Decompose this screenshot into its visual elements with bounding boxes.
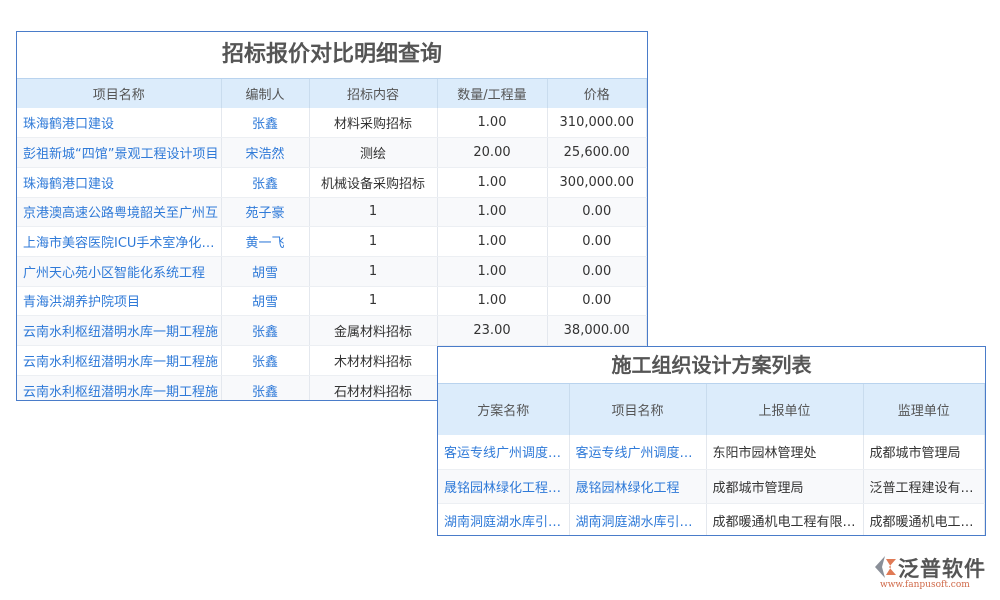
table-row[interactable]: 云南水利枢纽潜明水库一期工程施 张鑫 金属材料招标 23.00 38,000.00	[17, 315, 647, 346]
table-cell: 1.00	[437, 108, 548, 139]
table-cell: 石材材料招标	[309, 375, 438, 400]
table-cell[interactable]: 湖南洞庭湖水库引…	[438, 503, 570, 535]
table-cell[interactable]: 珠海鹤港口建设	[17, 167, 222, 198]
table-cell[interactable]: 黄一飞	[221, 226, 310, 257]
column-header[interactable]: 方案名称	[438, 384, 570, 435]
table-cell: 成都城市管理局	[706, 469, 864, 504]
table-cell: 木材材料招标	[309, 345, 438, 376]
column-header[interactable]: 项目名称	[17, 79, 222, 108]
table-cell[interactable]: 晟铭园林绿化工程…	[438, 469, 570, 504]
table-cell[interactable]: 客运专线广州调度…	[569, 435, 707, 470]
table-row[interactable]: 彭祖新城“四馆”景观工程设计项目 宋浩然 测绘 20.00 25,600.00	[17, 137, 647, 168]
table-row[interactable]: 广州天心苑小区智能化系统工程 胡雪 1 1.00 0.00	[17, 256, 647, 287]
table-cell: 材料采购招标	[309, 108, 438, 139]
column-header[interactable]: 监理单位	[863, 384, 985, 435]
table-cell: 20.00	[437, 137, 548, 168]
column-header[interactable]: 项目名称	[569, 384, 707, 435]
column-header[interactable]: 编制人	[221, 79, 310, 108]
table-cell[interactable]: 客运专线广州调度…	[438, 435, 570, 470]
column-header[interactable]: 价格	[547, 79, 647, 108]
table-cell[interactable]: 湖南洞庭湖水库引…	[569, 503, 707, 535]
table-cell[interactable]: 胡雪	[221, 256, 310, 287]
table-row[interactable]: 湖南洞庭湖水库引… 湖南洞庭湖水库引… 成都暖通机电工程有限… 成都暖通机电工程…	[438, 503, 985, 535]
table-cell[interactable]: 宋浩然	[221, 137, 310, 168]
table-cell[interactable]: 青海洪湖养护院项目	[17, 286, 222, 317]
construction-plan-panel: 施工组织设计方案列表 方案名称 项目名称 上报单位 监理单位 客运专线广州调度… 客运专…	[437, 346, 986, 536]
table-row[interactable]: 上海市美容医院ICU手术室净化工程 黄一飞 1 1.00 0.00	[17, 226, 647, 257]
table-cell: 0.00	[547, 226, 647, 257]
table-cell: 1.00	[437, 256, 548, 287]
logo-name: 泛普软件	[898, 557, 986, 581]
table-cell[interactable]: 苑子豪	[221, 197, 310, 228]
table-row[interactable]: 珠海鹤港口建设 张鑫 材料采购招标 1.00 310,000.00	[17, 108, 647, 139]
table-cell: 0.00	[547, 197, 647, 228]
table-row[interactable]: 晟铭园林绿化工程… 晟铭园林绿化工程 成都城市管理局 泛普工程建设有限…	[438, 469, 985, 504]
table-cell: 0.00	[547, 286, 647, 317]
table-cell: 1.00	[437, 286, 548, 317]
table-cell: 1	[309, 197, 438, 228]
bid-comparison-table: 项目名称 编制人 招标内容 数量/工程量 价格 珠海鹤港口建设 张鑫 材料采购招标 1.00 3…	[17, 79, 647, 400]
logo-icon	[875, 556, 896, 578]
panel-title: 施工组织设计方案列表	[438, 347, 985, 384]
table-cell[interactable]: 云南水利枢纽潜明水库一期工程施	[17, 345, 222, 376]
table-cell[interactable]: 京港澳高速公路粤境韶关至广州互	[17, 197, 222, 228]
table-cell: 东阳市园林管理处	[706, 435, 864, 470]
table-cell[interactable]: 张鑫	[221, 167, 310, 198]
table-row[interactable]: 客运专线广州调度… 客运专线广州调度… 东阳市园林管理处 成都城市管理局	[438, 435, 985, 470]
table-cell: 泛普工程建设有限…	[863, 469, 985, 504]
table-cell: 1.00	[437, 167, 548, 198]
table-row[interactable]: 珠海鹤港口建设 张鑫 机械设备采购招标 1.00 300,000.00	[17, 167, 647, 198]
table-row[interactable]: 京港澳高速公路粤境韶关至广州互 苑子豪 1 1.00 0.00	[17, 197, 647, 228]
table-cell[interactable]: 胡雪	[221, 286, 310, 317]
table-cell: 机械设备采购招标	[309, 167, 438, 198]
logo-url: www.fanpusoft.com	[880, 580, 970, 590]
table-cell: 1	[309, 256, 438, 287]
table-cell: 1	[309, 286, 438, 317]
table-cell[interactable]: 张鑫	[221, 108, 310, 139]
table-cell: 1.00	[437, 226, 548, 257]
table-cell[interactable]: 珠海鹤港口建设	[17, 108, 222, 139]
fanpu-logo: 泛普软件 www.fanpusoft.com	[870, 553, 990, 593]
table-cell: 成都暖通机电工程…	[863, 503, 985, 535]
column-header[interactable]: 上报单位	[706, 384, 864, 435]
table-row[interactable]: 青海洪湖养护院项目 胡雪 1 1.00 0.00	[17, 286, 647, 317]
bid-comparison-panel: 招标报价对比明细查询 项目名称 编制人 招标内容 数量/工程量 价格 珠海鹤港口建设 张鑫…	[16, 31, 648, 401]
table-cell: 23.00	[437, 315, 548, 346]
table-cell[interactable]: 上海市美容医院ICU手术室净化工程	[17, 226, 222, 257]
column-header[interactable]: 招标内容	[309, 79, 438, 108]
table-cell: 测绘	[309, 137, 438, 168]
table-cell: 成都城市管理局	[863, 435, 985, 470]
table-cell[interactable]: 张鑫	[221, 375, 310, 400]
table-cell: 1	[309, 226, 438, 257]
table-cell: 310,000.00	[547, 108, 647, 139]
column-header[interactable]: 数量/工程量	[437, 79, 548, 108]
table-cell[interactable]: 晟铭园林绿化工程	[569, 469, 707, 504]
panel-title: 招标报价对比明细查询	[17, 32, 647, 79]
table-cell: 0.00	[547, 256, 647, 287]
table-cell[interactable]: 云南水利枢纽潜明水库一期工程施	[17, 315, 222, 346]
table-cell: 成都暖通机电工程有限…	[706, 503, 864, 535]
construction-plan-table: 方案名称 项目名称 上报单位 监理单位 客运专线广州调度… 客运专线广州调度… 东阳市园林…	[438, 384, 985, 535]
table-cell[interactable]: 云南水利枢纽潜明水库一期工程施	[17, 375, 222, 400]
table-cell[interactable]: 张鑫	[221, 315, 310, 346]
table-cell: 300,000.00	[547, 167, 647, 198]
table-cell: 38,000.00	[547, 315, 647, 346]
table-cell: 金属材料招标	[309, 315, 438, 346]
table-cell[interactable]: 张鑫	[221, 345, 310, 376]
table-cell: 1.00	[437, 197, 548, 228]
table-cell[interactable]: 广州天心苑小区智能化系统工程	[17, 256, 222, 287]
table-cell[interactable]: 彭祖新城“四馆”景观工程设计项目	[17, 137, 222, 168]
table-cell: 25,600.00	[547, 137, 647, 168]
